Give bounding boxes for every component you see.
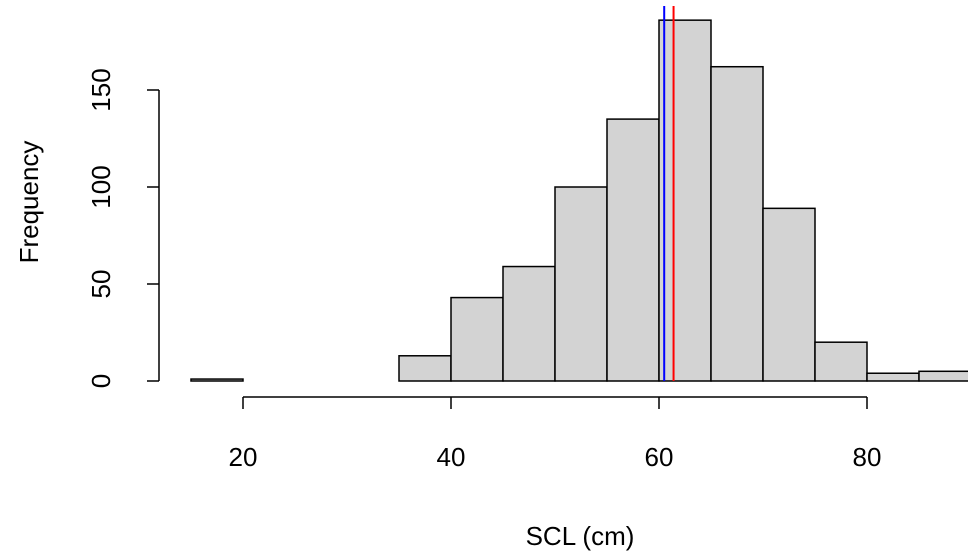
x-tick-label-40: 40	[437, 442, 466, 472]
x-tick-label-20: 20	[229, 442, 258, 472]
x-tick-label-80: 80	[853, 442, 882, 472]
histogram-bar-55-60	[606, 118, 660, 382]
histogram-bar-45-50	[502, 265, 556, 382]
histogram-bar-50-55	[554, 186, 608, 382]
x-tick-label-60: 60	[645, 442, 674, 472]
histogram-bar-35-40	[398, 355, 452, 382]
y-tick-label-100: 100	[86, 165, 116, 208]
histogram-bar-85-90	[918, 370, 968, 382]
y-tick-label-150: 150	[86, 68, 116, 111]
histogram-bar-80-85	[866, 372, 920, 382]
y-tick-label-50: 50	[86, 270, 116, 299]
x-axis: 20 40 60 80	[229, 396, 882, 472]
reference-lines	[663, 6, 675, 381]
histogram-bar-65-70	[710, 65, 764, 382]
x-axis-title: SCL (cm)	[526, 521, 635, 551]
histogram-bar-15-20	[190, 378, 244, 382]
histogram-bar-60-65	[658, 19, 712, 382]
histogram-bar-75-80	[814, 341, 868, 382]
histogram-bar-70-75	[762, 207, 816, 382]
histogram-bars	[190, 19, 968, 382]
histogram-bar-40-45	[450, 296, 504, 382]
y-axis-title: Frequency	[14, 141, 44, 264]
y-axis: 0 50 100 150	[86, 68, 160, 388]
y-tick-label-0: 0	[86, 374, 116, 388]
